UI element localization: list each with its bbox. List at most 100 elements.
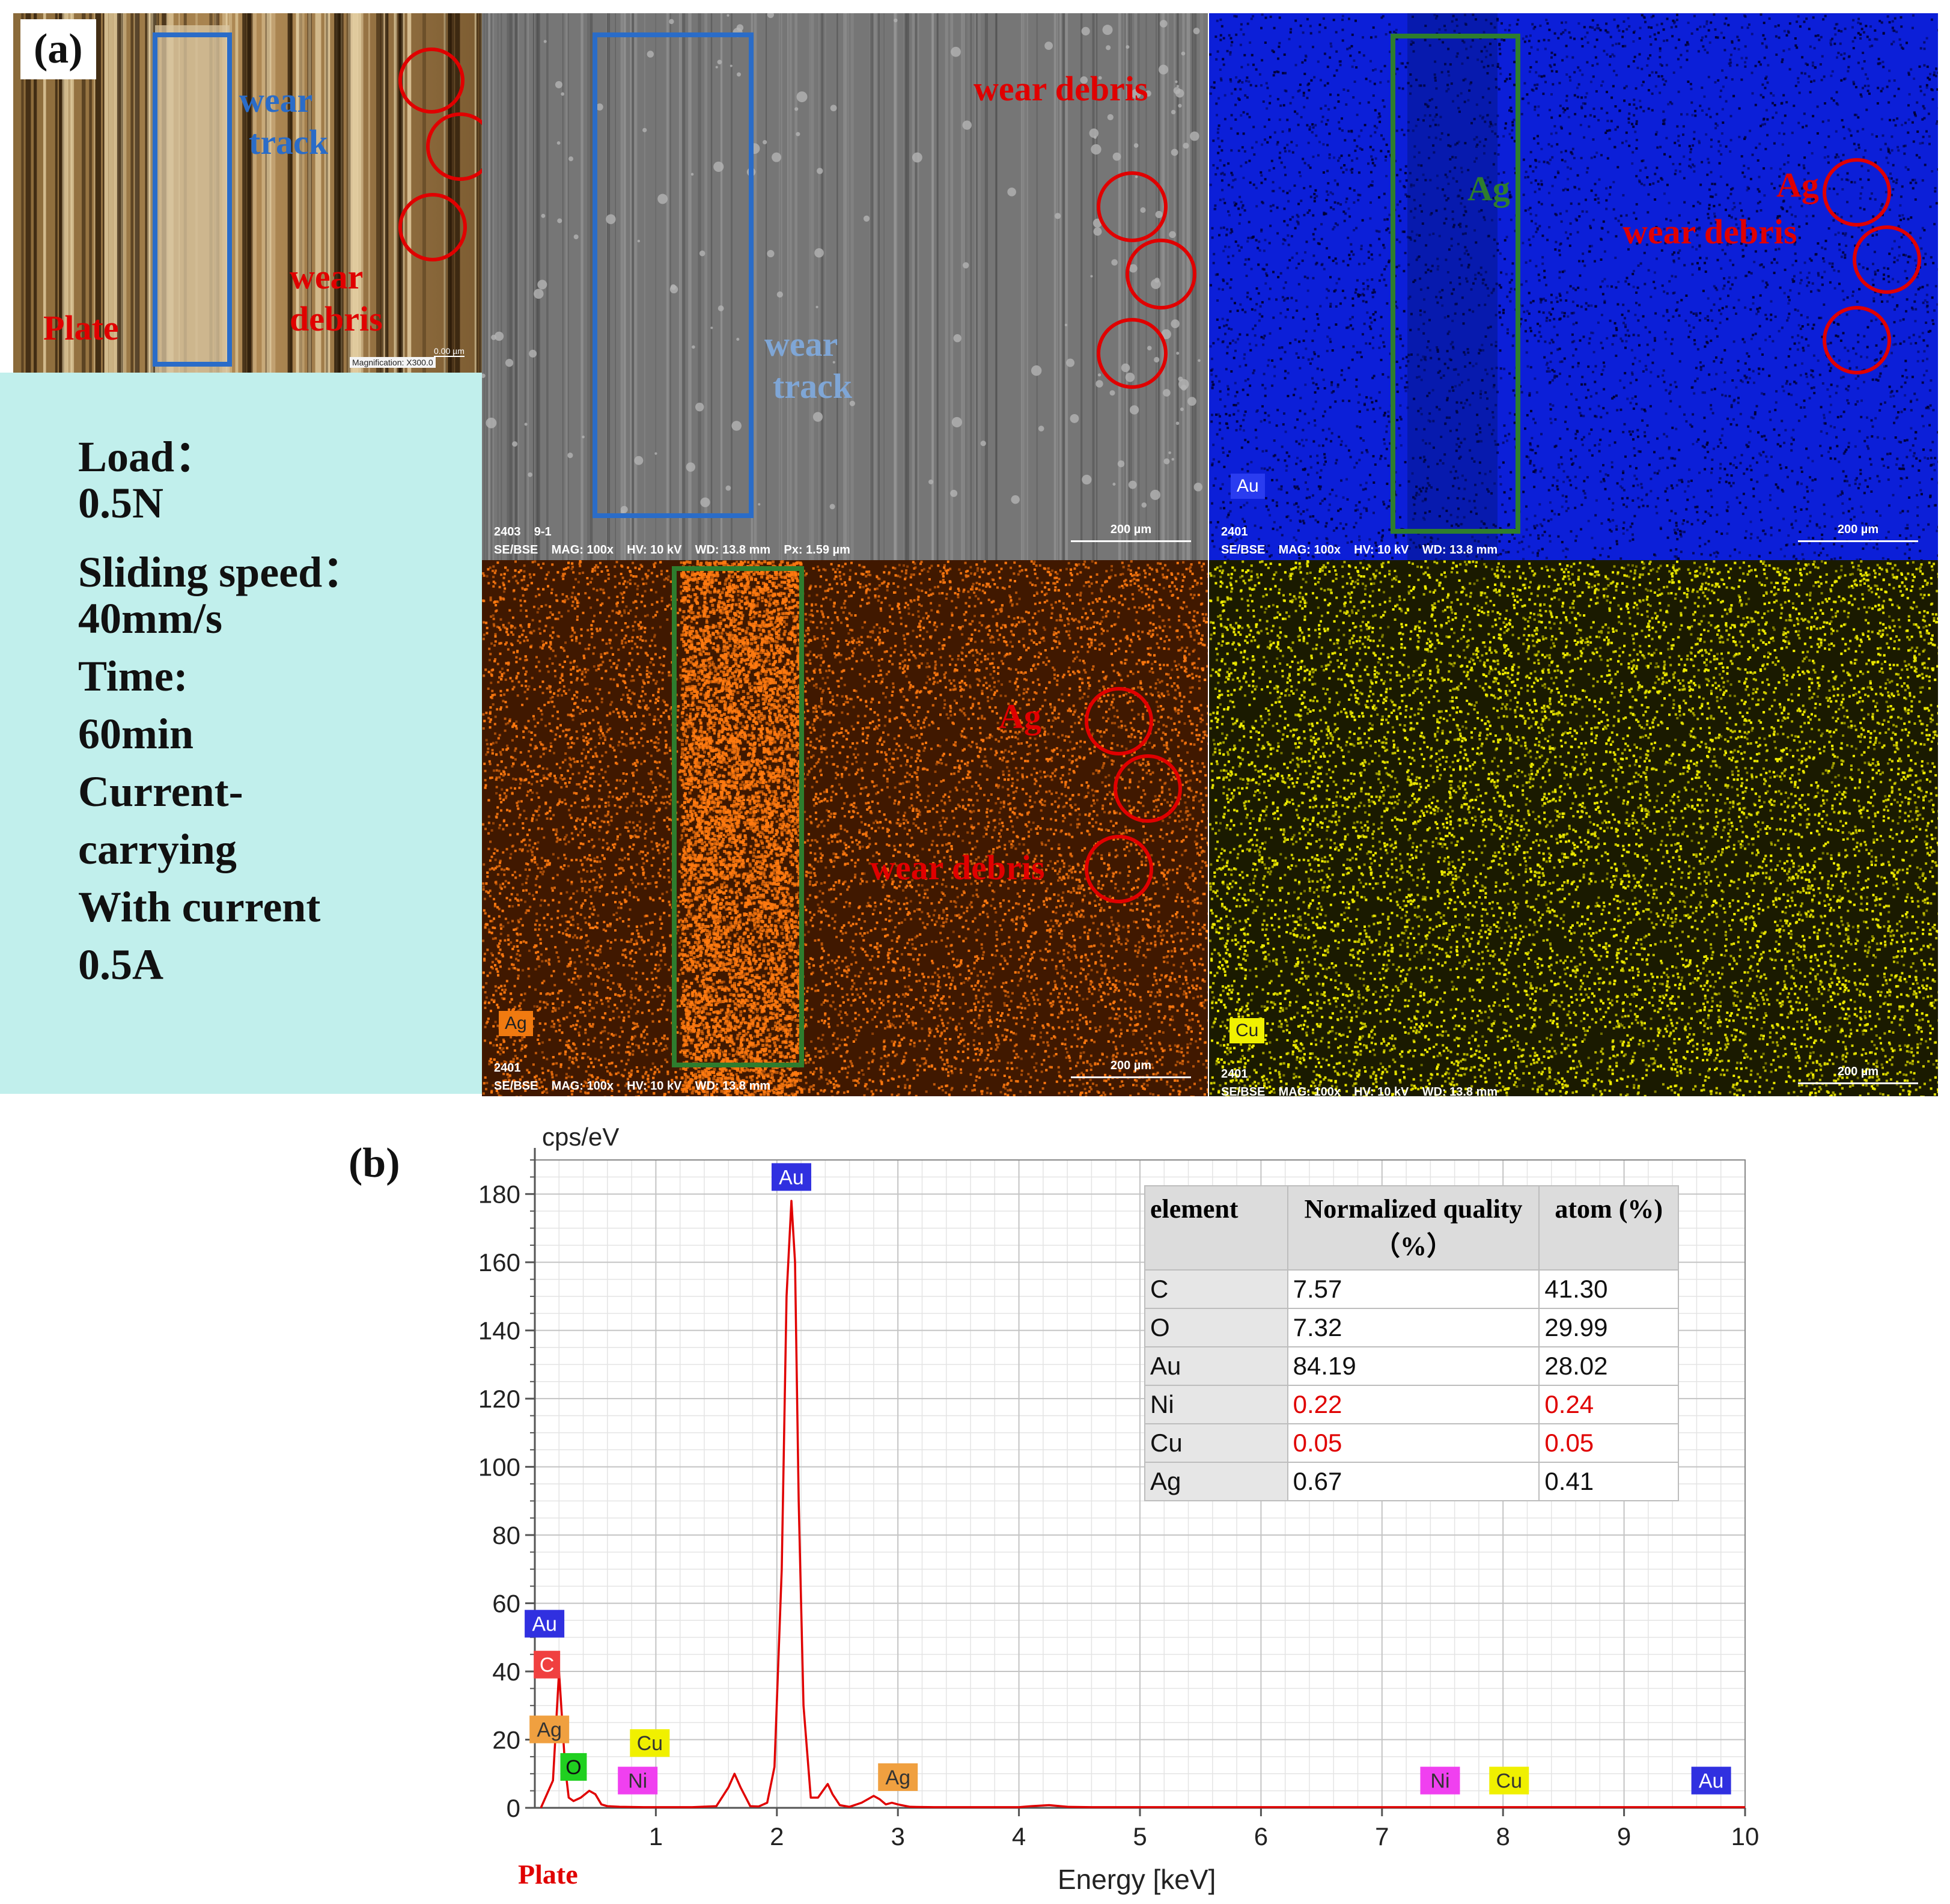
- peak-tag-box: [771, 1163, 811, 1191]
- peak-tag-text: Ag: [537, 1719, 562, 1742]
- table-cell-quality: 7.32: [1287, 1308, 1540, 1347]
- table-cell-element: C: [1144, 1269, 1288, 1309]
- debris-circle-2: [1126, 239, 1196, 310]
- debris-circle-2: [426, 112, 493, 181]
- spectrum-line: [540, 1200, 1745, 1808]
- peak-tag-box: [1489, 1766, 1529, 1795]
- peak-tag-box: [878, 1763, 918, 1791]
- table-cell-element: Cu: [1144, 1423, 1288, 1463]
- y-tick-label: 100: [478, 1453, 520, 1481]
- peak-tag-text: Au: [532, 1613, 557, 1636]
- peak-tag-box: [618, 1766, 658, 1795]
- wear-debris-label: wear debris: [973, 69, 1148, 109]
- peak-tag-box: [529, 1715, 570, 1744]
- wear-debris-label: wear debris: [870, 847, 1045, 888]
- peak-tag-o: O: [560, 1753, 587, 1781]
- peak-tag-text: Cu: [1496, 1770, 1522, 1793]
- debris-circle-3: [1085, 835, 1153, 903]
- wear-track-box: [593, 32, 754, 518]
- debris-circle-1: [1085, 687, 1153, 755]
- peak-tag-text: Au: [779, 1166, 804, 1189]
- ag-label: Ag: [1776, 165, 1819, 205]
- table-cell-element: Ni: [1144, 1385, 1288, 1424]
- y-tick-label: 180: [478, 1180, 520, 1209]
- peak-tag-au: Au: [771, 1163, 811, 1191]
- table-cell-atom: 0.24: [1538, 1385, 1679, 1424]
- y-tick-label: 40: [492, 1658, 520, 1686]
- y-tick-label: 80: [492, 1521, 520, 1549]
- sem-image: wear debris wear track 2403 9-1 SE/BSE M…: [482, 13, 1208, 560]
- peak-tag-text: Ag: [885, 1766, 910, 1789]
- cu-map-texture: [1209, 560, 1938, 1096]
- x-tick-label: 2: [770, 1822, 784, 1851]
- au-overlays: [1391, 34, 1921, 534]
- condition-line: carrying: [78, 825, 237, 874]
- peak-tag-au: Au: [1691, 1766, 1731, 1795]
- peak-tag-ni: Ni: [1420, 1766, 1460, 1795]
- peak-tag-ag: Ag: [529, 1715, 570, 1744]
- y-tick-label: 20: [492, 1726, 520, 1754]
- debris-circle-1: [1097, 171, 1168, 242]
- condition-line: 40mm/s: [78, 594, 222, 644]
- plate-label: Plate: [43, 308, 119, 348]
- peak-tag-text: Ni: [628, 1770, 647, 1793]
- table-cell-quality: 0.05: [1287, 1423, 1540, 1463]
- eds-table: element Normalized quality（%） atom (%) C…: [1144, 1185, 1679, 1501]
- table-row: Ni 0.22 0.24: [1144, 1385, 1679, 1424]
- condition-line: Current-: [78, 767, 243, 817]
- sem-texture: [482, 13, 1208, 560]
- panel-a-label: (a): [20, 19, 96, 79]
- sem-meta: 2403 9-1 SE/BSE MAG: 100x HV: 10 kV WD: …: [494, 523, 850, 559]
- condition-line: 0.5N: [78, 478, 163, 528]
- cu-scale: 200 µm: [1798, 1065, 1918, 1084]
- peak-tag-c: C: [534, 1650, 561, 1679]
- peak-tag-text: O: [565, 1756, 581, 1779]
- sem-scale: 200 µm: [1071, 523, 1191, 542]
- debris-circle-2: [1114, 754, 1182, 823]
- ag-meta: 2401 SE/BSE MAG: 100x HV: 10 kV WD: 13.8…: [494, 1059, 770, 1095]
- au-map-texture: [1209, 13, 1938, 560]
- peak-tag-ni: Ni: [618, 1766, 658, 1795]
- peak-tag-box: [630, 1729, 670, 1757]
- element-tag-cu: Cu: [1229, 1018, 1265, 1043]
- optical-texture: [13, 13, 493, 373]
- table-cell-quality: 0.67: [1287, 1462, 1540, 1501]
- optical-overlays: [153, 32, 493, 367]
- cu-map: Cu 2401 SE/BSE MAG: 100x HV: 10 kV WD: 1…: [1209, 560, 1938, 1096]
- table-header: atom (%): [1538, 1185, 1679, 1271]
- table-cell-atom: 0.05: [1538, 1423, 1679, 1463]
- x-axis-label: Energy [keV]: [1058, 1863, 1216, 1896]
- table-row: O 7.32 29.99: [1144, 1308, 1679, 1347]
- au-scale: 200 µm: [1798, 523, 1918, 542]
- ag-label: Ag: [999, 696, 1041, 736]
- x-tick-label: 4: [1012, 1822, 1026, 1851]
- sem-overlays: [593, 32, 1196, 518]
- table-cell-element: Au: [1144, 1346, 1288, 1386]
- wear-track-box: [672, 566, 804, 1067]
- condition-line: With current: [78, 882, 320, 932]
- y-tick-label: 60: [492, 1590, 520, 1618]
- wear-track-label: wear track: [239, 79, 328, 163]
- table-cell-atom: 0.41: [1538, 1462, 1679, 1501]
- debris-circle-2: [1853, 225, 1921, 294]
- wear-debris-label: wear debris: [1622, 212, 1797, 252]
- peak-tag-text: Au: [1699, 1770, 1724, 1793]
- peak-tag-text: C: [540, 1654, 555, 1677]
- au-meta: 2401 SE/BSE MAG: 100x HV: 10 kV WD: 13.8…: [1221, 523, 1498, 559]
- au-map: Ag Ag wear debris Au 2401 SE/BSE MAG: 10…: [1209, 13, 1938, 560]
- debris-circle-3: [1823, 306, 1891, 374]
- condition-line: Sliding speed：: [78, 536, 365, 599]
- x-tick-label: 1: [649, 1822, 663, 1851]
- table-header-row: element Normalized quality（%） atom (%): [1144, 1185, 1679, 1271]
- table-row: Ag 0.67 0.41: [1144, 1462, 1679, 1501]
- peak-tag-cu: Cu: [1489, 1766, 1529, 1795]
- peak-tag-au: Au: [525, 1610, 565, 1638]
- y-axis-label: cps/eV: [542, 1123, 619, 1152]
- ag-map-texture: [482, 560, 1208, 1096]
- table-cell-quality: 84.19: [1287, 1346, 1540, 1386]
- debris-circle-3: [1097, 318, 1168, 389]
- chart-series: [540, 1200, 1745, 1808]
- panel-b-label: (b): [349, 1140, 400, 1188]
- condition-line: 0.5A: [78, 940, 163, 990]
